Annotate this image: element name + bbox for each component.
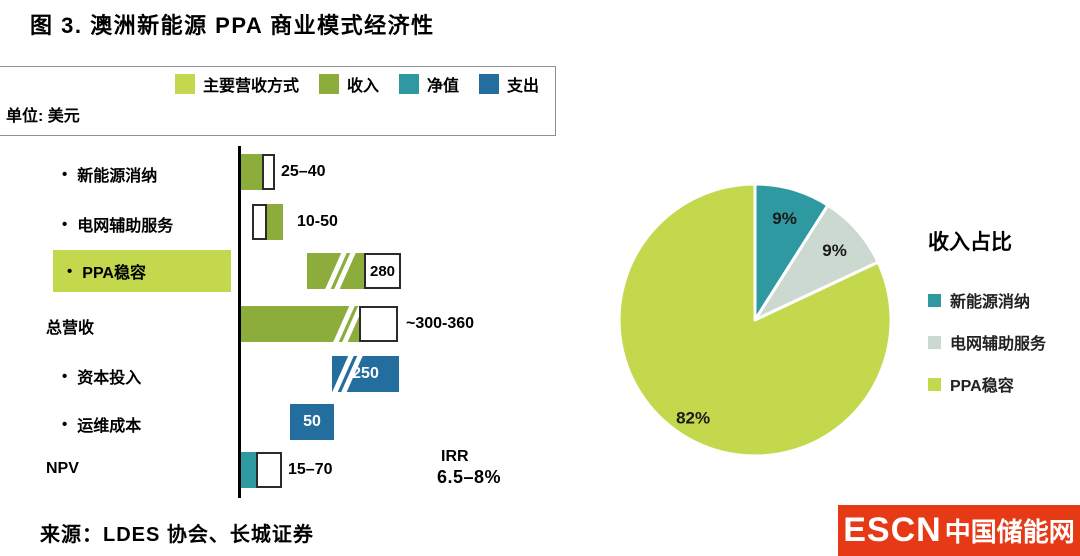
bar-consumption [241, 154, 262, 190]
legend-swatch-expense [479, 74, 500, 94]
range-box-ppa: 280 [364, 253, 401, 289]
range-box-grid-services [252, 204, 267, 240]
bar-opex: 50 [290, 404, 334, 440]
pie-legend-label: PPA稳容 [950, 378, 1014, 395]
legend-label: 净值 [427, 78, 460, 95]
bar-grid-services [267, 204, 283, 240]
logo-text-cn: 中国储能网 [944, 517, 1075, 547]
legend-box [0, 66, 556, 136]
legend-item: 净值 [399, 72, 459, 96]
value-label-total-revenue: ~300-360 [406, 315, 475, 332]
category-label-total-revenue: 总营收 [46, 320, 95, 337]
pie-legend-label: 新能源消纳 [950, 294, 1031, 311]
legend-swatch-net [399, 74, 420, 94]
pie-slice-label: 9% [822, 241, 847, 260]
bar-npv [241, 452, 256, 488]
category-label-npv: NPV [46, 460, 79, 477]
bar-ppa [307, 253, 364, 289]
source-note: 来源：LDES 协会、长城证券 [40, 524, 314, 546]
value-label-capex: 250 [352, 365, 379, 382]
pie-legend-item: PPA稳容 [928, 372, 1046, 396]
range-box-consumption [262, 154, 275, 190]
pie-legend-swatch-grid-services [928, 335, 941, 349]
escn-logo: ESCN 中国储能网 [838, 505, 1080, 556]
legend-label: 收入 [347, 78, 380, 95]
legend-swatch-main-revenue [175, 74, 195, 94]
pie-legend-item: 新能源消纳 [928, 288, 1046, 312]
legend: 主要营收方式 收入 净值 支出 [175, 72, 539, 96]
category-label-capex: 资本投入 [62, 364, 141, 388]
logo-text-en: ESCN [843, 511, 942, 549]
value-label-opex: 50 [303, 413, 321, 430]
category-label-grid-services: 电网辅助服务 [62, 212, 173, 236]
irr-value: 6.5–8% [437, 467, 502, 487]
category-label-ppa: PPA稳容 [67, 259, 146, 283]
range-box-npv [256, 452, 282, 488]
pie-slice-label: 9% [772, 209, 797, 228]
category-highlight-ppa: PPA稳容 [53, 250, 231, 292]
value-label-npv: 15–70 [288, 461, 333, 478]
pie-legend-swatch-ppa [928, 377, 941, 391]
axis-line [238, 146, 241, 498]
value-label-ppa: 280 [369, 262, 396, 280]
pie-slice-label: 82% [676, 409, 710, 428]
legend-item: 主要营收方式 [175, 72, 299, 96]
value-label-grid-services: 10-50 [297, 213, 338, 230]
pie-legend: 收入占比 新能源消纳 电网辅助服务 PPA稳容 [928, 226, 1046, 414]
legend-label: 主要营收方式 [203, 78, 300, 95]
pie-legend-swatch-consumption [928, 293, 941, 307]
pie-legend-label: 电网辅助服务 [950, 336, 1047, 353]
legend-label: 支出 [507, 78, 540, 95]
figure-title: 图 3. 澳洲新能源 PPA 商业模式经济性 [30, 13, 435, 38]
bar-total-revenue [241, 306, 359, 342]
unit-label: 单位: 美元 [6, 108, 80, 125]
legend-item: 收入 [319, 72, 379, 96]
pie-legend-title: 收入占比 [928, 231, 1012, 254]
category-label-opex: 运维成本 [62, 412, 141, 436]
bar-capex: 250 [332, 356, 399, 392]
pie-chart: 9% 9% 82% [617, 182, 893, 458]
pie-legend-item: 电网辅助服务 [928, 330, 1046, 354]
legend-swatch-income [319, 74, 340, 94]
pie-slice-3 [617, 182, 893, 458]
range-box-total-revenue [359, 306, 398, 342]
value-label-consumption: 25–40 [281, 163, 326, 180]
legend-item: 支出 [479, 72, 539, 96]
category-label-consumption: 新能源消纳 [62, 162, 157, 186]
irr-label: IRR [441, 448, 469, 465]
